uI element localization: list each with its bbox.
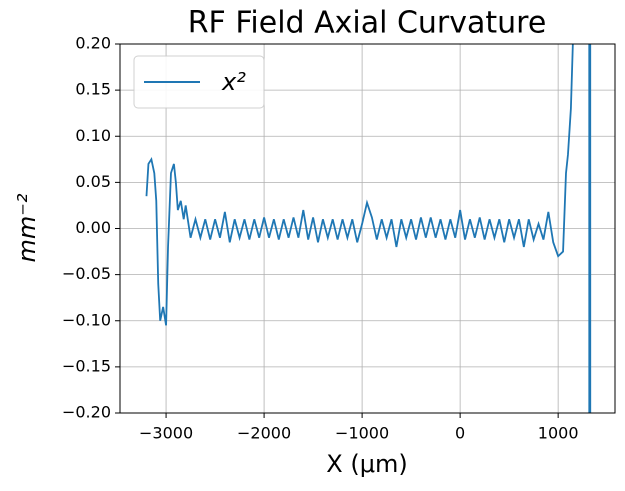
y-tick-label: −0.20 [62, 403, 111, 422]
y-tick-label: 0.10 [75, 126, 111, 145]
chart-title: RF Field Axial Curvature [188, 6, 547, 41]
y-tick-label: 0.00 [75, 218, 111, 237]
y-tick-label: −0.15 [62, 356, 111, 375]
plot-frame [119, 43, 616, 414]
x-axis-label: X (μm) [326, 450, 407, 478]
x-tick-label: −2000 [237, 424, 291, 443]
x-tick-label: 1000 [538, 424, 579, 443]
y-tick-label: 0.05 [75, 172, 111, 191]
x-tick-label: −3000 [139, 424, 193, 443]
y-tick-label: −0.05 [62, 264, 111, 283]
y-tick-label: 0.15 [75, 80, 111, 99]
data-line [145, 44, 592, 413]
x-tick-label: −1000 [335, 424, 389, 443]
y-tick-label: −0.10 [62, 310, 111, 329]
x-tick-label: 0 [455, 424, 465, 443]
y-tick-label: 0.20 [75, 34, 111, 53]
y-axis-label: mm⁻² [13, 193, 41, 262]
legend-label: x² [221, 68, 246, 96]
